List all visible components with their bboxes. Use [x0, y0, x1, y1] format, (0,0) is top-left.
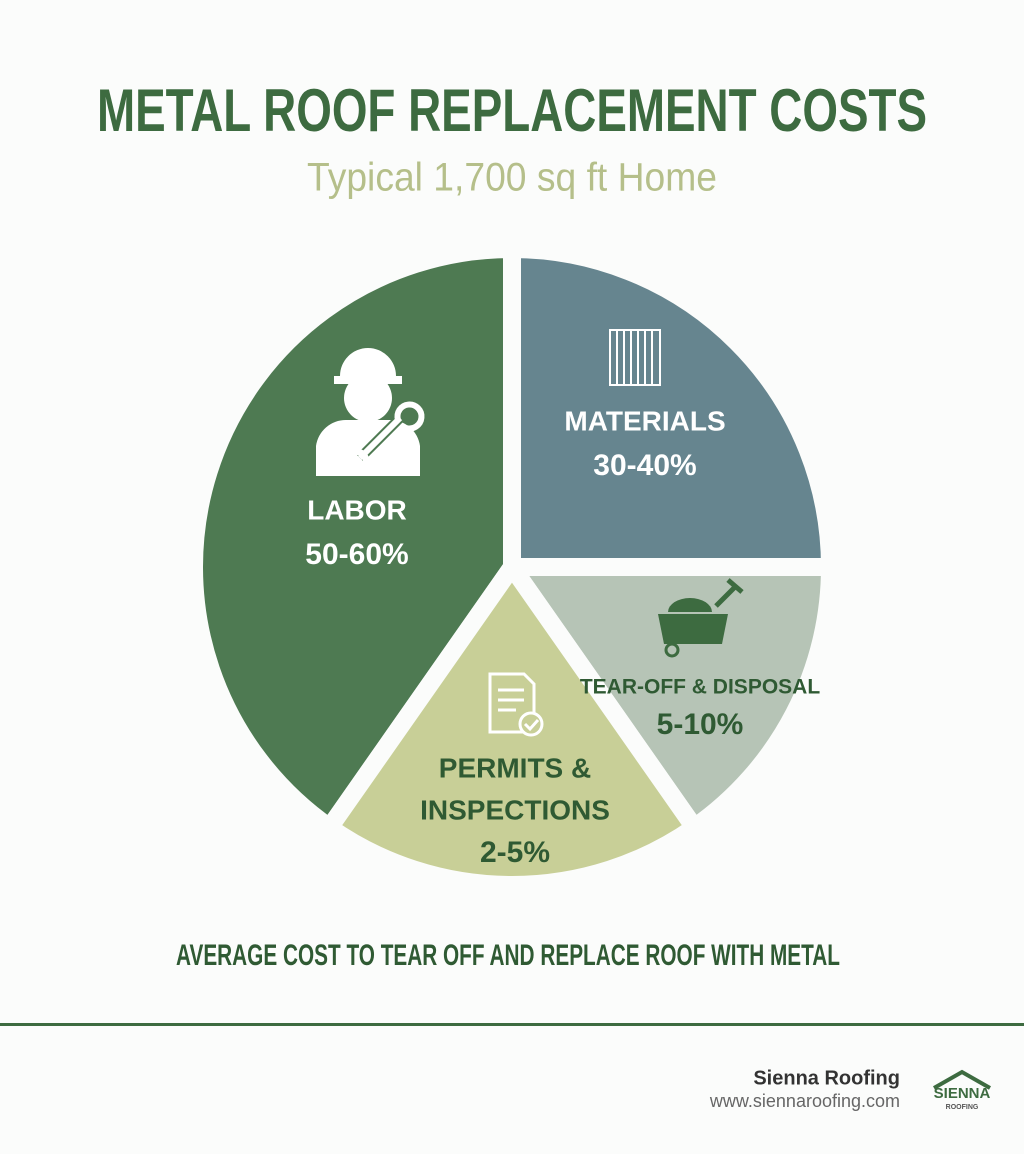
company-url: www.siennaroofing.com: [709, 1091, 900, 1111]
dumpster-icon: [658, 578, 744, 658]
slice-label: LABOR: [307, 494, 407, 525]
pie-slice: [503, 240, 839, 576]
slice-label: INSPECTIONS: [420, 794, 610, 825]
pie-slice: [503, 558, 839, 837]
divider: [0, 1023, 1024, 1026]
logo: SIENNA ROOFING: [933, 1069, 991, 1111]
logo-subtext: ROOFING: [946, 1104, 979, 1111]
pie-slice: [185, 240, 521, 837]
slice-share: 2-5%: [480, 836, 550, 869]
slice-label: TEAR-OFF & DISPOSAL: [580, 676, 821, 699]
slice-label: MATERIALS: [564, 405, 725, 436]
metal-panel-icon: [609, 329, 661, 386]
slice-label: PERMITS &: [439, 752, 591, 783]
caption: AVERAGE COST TO TEAR OFF AND REPLACE ROO…: [176, 939, 840, 972]
slice-share: 50-60%: [305, 538, 408, 571]
subtitle: Typical 1,700 sq ft Home: [307, 156, 717, 200]
pie-slice: [320, 558, 704, 894]
title: METAL ROOF REPLACEMENT COSTS: [97, 77, 927, 144]
slice-share: 30-40%: [593, 449, 696, 482]
permit-icon: [488, 672, 544, 737]
logo-text: SIENNA: [934, 1085, 991, 1102]
slice-share: 5-10%: [657, 708, 744, 741]
pie: [185, 240, 839, 894]
company-name: Sienna Roofing: [753, 1067, 900, 1089]
wrench-icon: [347, 401, 425, 471]
